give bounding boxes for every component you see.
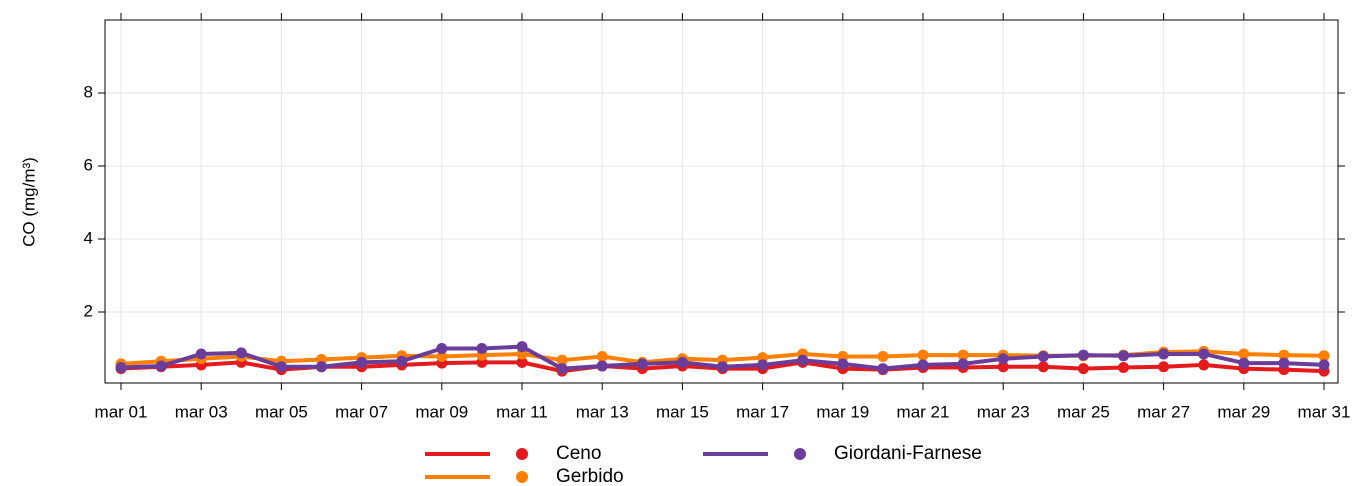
data-point <box>1077 349 1089 361</box>
x-tick-label: mar 09 <box>415 402 468 421</box>
data-point <box>1118 361 1129 373</box>
data-point <box>1077 363 1089 375</box>
x-tick-label: mar 15 <box>656 402 709 421</box>
data-point <box>436 351 448 363</box>
x-tick-label: mar 03 <box>175 402 228 421</box>
data-point <box>837 358 849 370</box>
data-point <box>356 356 368 368</box>
x-tick-label: mar 07 <box>335 402 388 421</box>
data-point <box>556 363 568 375</box>
data-point <box>436 343 448 354</box>
x-tick-label: mar 27 <box>1137 402 1190 421</box>
data-point <box>636 358 648 370</box>
data-point <box>997 361 1009 373</box>
x-tick-label: mar 29 <box>1217 402 1270 421</box>
data-point <box>596 351 608 363</box>
data-point <box>676 356 688 368</box>
data-point <box>1238 357 1250 369</box>
data-point <box>1118 350 1129 362</box>
data-point <box>235 347 247 359</box>
data-point <box>1037 351 1049 363</box>
plot-frame <box>104 19 1339 384</box>
data-point <box>997 353 1009 365</box>
legend-label: Ceno <box>556 443 601 464</box>
legend-marker <box>794 448 806 460</box>
x-tick-label: mar 31 <box>1298 402 1351 421</box>
y-tick-label: 2 <box>84 301 93 320</box>
data-point <box>275 361 287 373</box>
data-point <box>476 343 488 354</box>
data-point <box>115 361 127 373</box>
data-point <box>1158 348 1170 360</box>
y-tick-label: 8 <box>84 82 93 101</box>
data-point <box>596 360 608 372</box>
data-point <box>957 358 969 370</box>
data-point <box>877 351 889 363</box>
data-point <box>957 349 969 361</box>
data-point <box>556 354 568 366</box>
x-tick-label: mar 13 <box>576 402 629 421</box>
x-tick-label: mar 17 <box>736 402 789 421</box>
x-tick-label: mar 01 <box>95 402 148 421</box>
data-point <box>917 349 929 361</box>
data-point <box>1158 361 1170 373</box>
y-tick-label: 4 <box>84 228 93 247</box>
data-point <box>1278 349 1290 361</box>
data-point <box>195 348 207 360</box>
data-point <box>1278 357 1290 369</box>
data-point <box>1238 348 1250 360</box>
legend-label: Giordani-Farnese <box>834 443 982 464</box>
y-tick-label: 6 <box>84 155 93 174</box>
x-tick-label: mar 21 <box>897 402 950 421</box>
data-point <box>396 355 408 367</box>
data-point <box>516 356 528 368</box>
x-tick-label: mar 19 <box>816 402 869 421</box>
data-point <box>1198 348 1210 360</box>
data-point <box>877 363 889 375</box>
data-point <box>1037 361 1049 373</box>
data-point <box>1318 350 1330 362</box>
data-point <box>1318 359 1330 371</box>
data-point <box>917 359 929 371</box>
legend-marker <box>516 448 528 460</box>
legend-label: Gerbido <box>556 466 624 486</box>
data-point <box>516 341 528 353</box>
data-point <box>155 360 167 372</box>
data-point <box>717 361 728 373</box>
data-point <box>797 354 809 366</box>
x-tick-label: mar 23 <box>977 402 1030 421</box>
x-tick-label: mar 11 <box>496 402 548 421</box>
x-tick-label: mar 25 <box>1057 402 1110 421</box>
data-point <box>316 361 327 373</box>
data-point <box>757 359 769 371</box>
y-axis-label: CO (mg/m³) <box>19 157 38 247</box>
data-point <box>1198 359 1210 371</box>
legend-marker <box>516 471 528 483</box>
x-tick-label: mar 05 <box>255 402 308 421</box>
